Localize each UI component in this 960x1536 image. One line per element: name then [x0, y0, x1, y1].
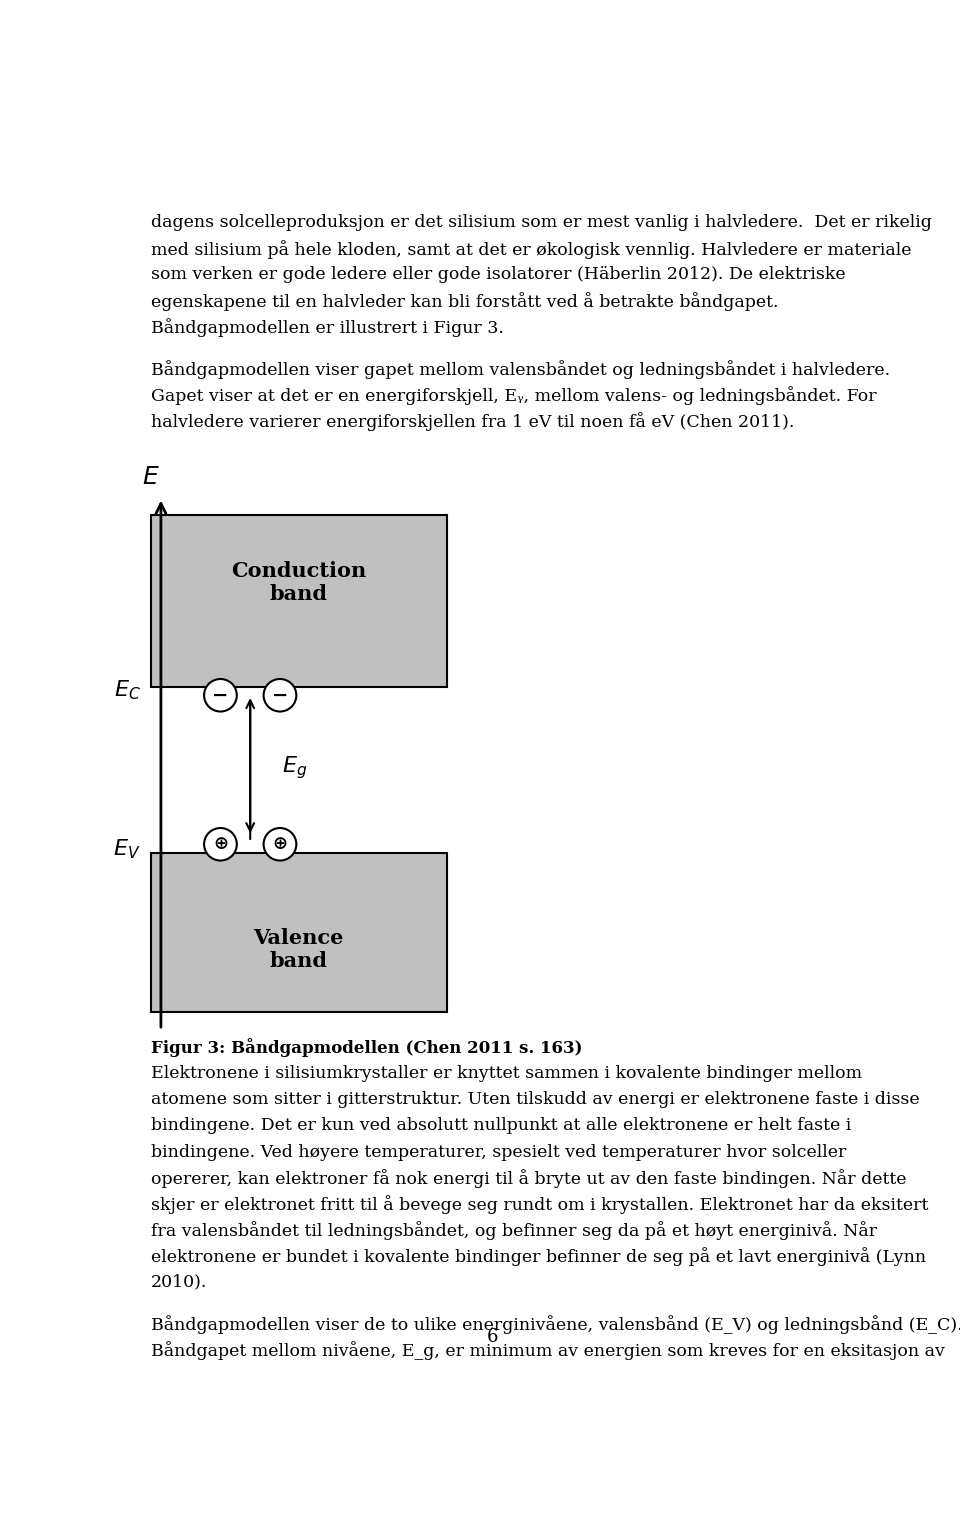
Text: halvledere varierer energiforskjellen fra 1 eV til noen få eV (Chen 2011).: halvledere varierer energiforskjellen fr… — [152, 412, 795, 430]
Text: skjer er elektronet fritt til å bevege seg rundt om i krystallen. Elektronet har: skjer er elektronet fritt til å bevege s… — [152, 1195, 928, 1215]
Text: Valence
band: Valence band — [253, 928, 344, 971]
Text: som verken er gode ledere eller gode isolatorer (Häberlin 2012). De elektriske: som verken er gode ledere eller gode iso… — [152, 266, 846, 283]
Text: 2010).: 2010). — [152, 1273, 207, 1290]
Text: atomene som sitter i gitterstruktur. Uten tilskudd av energi er elektronene fast: atomene som sitter i gitterstruktur. Ute… — [152, 1092, 920, 1109]
Text: bindingene. Ved høyere temperaturer, spesielt ved temperaturer hvor solceller: bindingene. Ved høyere temperaturer, spe… — [152, 1143, 847, 1161]
Text: $E_g$: $E_g$ — [282, 754, 307, 780]
Text: Gapet viser at det er en energiforskjell, Eᵧ, mellom valens- og ledningsbåndet. : Gapet viser at det er en energiforskjell… — [152, 386, 876, 404]
Text: egenskapene til en halvleder kan bli forstått ved å betrakte båndgapet.: egenskapene til en halvleder kan bli for… — [152, 292, 779, 310]
Text: bindingene. Det er kun ved absolutt nullpunkt at alle elektronene er helt faste : bindingene. Det er kun ved absolutt null… — [152, 1118, 852, 1135]
Text: −: − — [272, 685, 288, 705]
Text: med silisium på hele kloden, samt at det er økologisk vennlig. Halvledere er mat: med silisium på hele kloden, samt at det… — [152, 240, 912, 258]
Text: Båndgapmodellen viser de to ulike energinivåene, valensbånd (E_V) og ledningsbån: Båndgapmodellen viser de to ulike energi… — [152, 1315, 960, 1335]
Text: Båndgapet mellom nivåene, E_g, er minimum av energien som kreves for en eksitasj: Båndgapet mellom nivåene, E_g, er minimu… — [152, 1341, 946, 1361]
Text: −: − — [212, 685, 228, 705]
Text: elektronene er bundet i kovalente bindinger befinner de seg på et lavt energiniv: elektronene er bundet i kovalente bindin… — [152, 1247, 926, 1267]
Text: fra valensbåndet til ledningsbåndet, og befinner seg da på et høyt energinivå. N: fra valensbåndet til ledningsbåndet, og … — [152, 1221, 877, 1241]
Text: $E_C$: $E_C$ — [114, 679, 141, 702]
Text: $E$: $E$ — [142, 467, 160, 490]
Text: Båndgapmodellen viser gapet mellom valensbåndet og ledningsbåndet i halvledere.: Båndgapmodellen viser gapet mellom valen… — [152, 359, 890, 378]
Text: dagens solcelleproduksjon er det silisium som er mest vanlig i halvledere.  Det : dagens solcelleproduksjon er det silisiu… — [152, 214, 932, 230]
Text: $E_V$: $E_V$ — [113, 837, 141, 860]
Text: Figur 3: Båndgapmodellen (Chen 2011 s. 163): Figur 3: Båndgapmodellen (Chen 2011 s. 1… — [152, 1038, 583, 1057]
Text: 6: 6 — [487, 1327, 497, 1346]
Text: opererer, kan elektroner få nok energi til å bryte ut av den faste bindingen. Nå: opererer, kan elektroner få nok energi t… — [152, 1169, 907, 1189]
Bar — [152, 852, 447, 1012]
Bar — [152, 516, 447, 687]
Text: Båndgapmodellen er illustrert i Figur 3.: Båndgapmodellen er illustrert i Figur 3. — [152, 318, 504, 336]
Ellipse shape — [264, 828, 297, 860]
Ellipse shape — [264, 679, 297, 711]
Text: Elektronene i silisiumkrystaller er knyttet sammen i kovalente bindinger mellom: Elektronene i silisiumkrystaller er knyt… — [152, 1066, 862, 1083]
Ellipse shape — [204, 828, 237, 860]
Text: ⊕: ⊕ — [213, 836, 228, 854]
Text: Conduction
band: Conduction band — [231, 561, 366, 605]
Ellipse shape — [204, 679, 237, 711]
Text: ⊕: ⊕ — [273, 836, 288, 854]
